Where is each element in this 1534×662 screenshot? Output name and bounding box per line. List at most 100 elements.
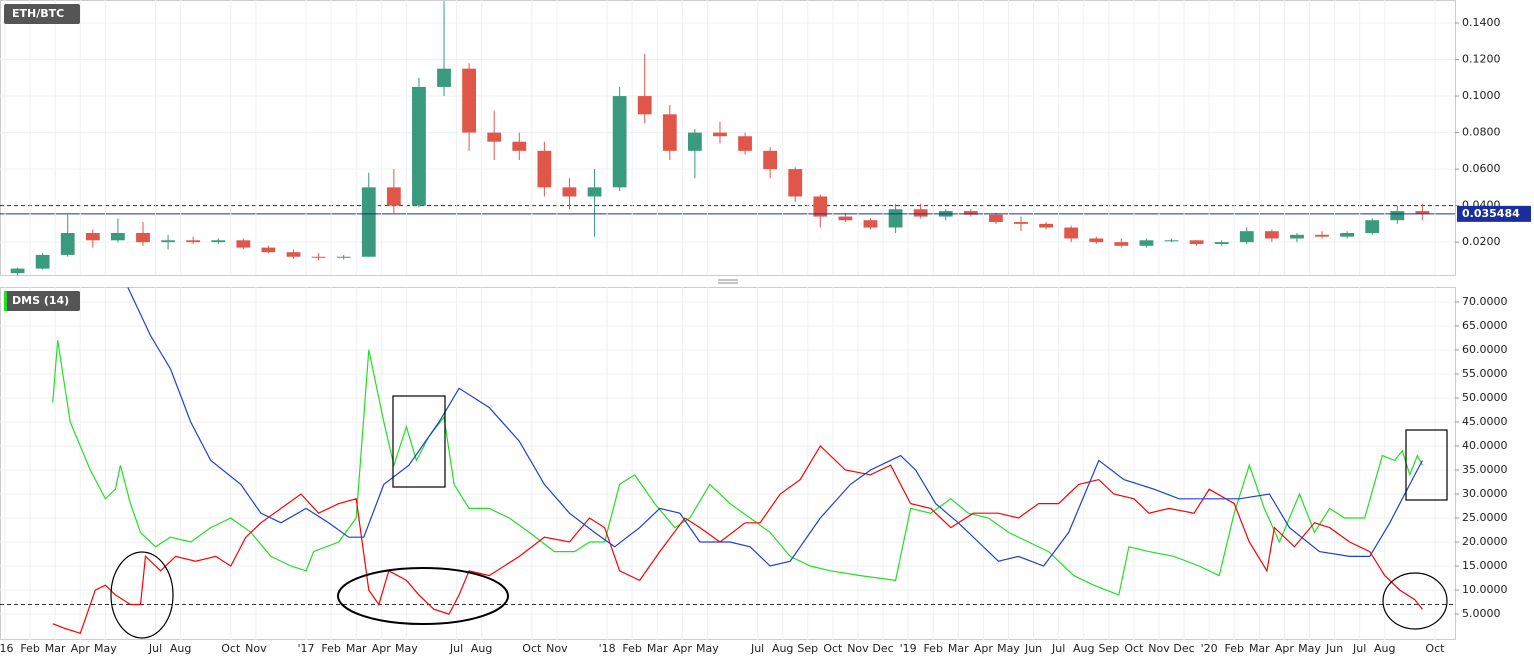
x-tick-label: Nov [1148, 642, 1170, 655]
candle-body [913, 209, 928, 217]
candle-body [1340, 233, 1355, 237]
x-tick-label: Dec [872, 642, 893, 655]
y-tick-label: 45.0000 [1462, 415, 1508, 428]
x-tick-label: Jul [750, 642, 764, 655]
candle-body [462, 68, 477, 133]
candle-body [161, 240, 175, 243]
x-tick-label: Jul [1352, 642, 1366, 655]
candle-body [1415, 211, 1430, 214]
candle-body [211, 240, 226, 243]
candle-body [1264, 231, 1279, 239]
y-tick-label: 20.0000 [1462, 535, 1508, 548]
x-tick-label: Nov [847, 642, 869, 655]
candle-body [1039, 223, 1053, 228]
x-tick-label: Aug [170, 642, 191, 655]
y-tick-label: 30.0000 [1462, 487, 1508, 500]
candle-body [888, 209, 903, 228]
y-tick-label: 10.0000 [1462, 583, 1508, 596]
y-tick-label: 5.0000 [1462, 607, 1501, 620]
dms-line [52, 445, 1423, 635]
x-tick-label: Apr [673, 642, 693, 655]
x-tick-label: Mar [948, 642, 969, 655]
y-tick-label: 0.1400 [1462, 16, 1501, 29]
y-tick-label: 55.0000 [1462, 367, 1508, 380]
candle-body [1365, 220, 1380, 234]
y-tick-label: 15.0000 [1462, 559, 1508, 572]
candle-body [813, 196, 828, 217]
candle-body [587, 187, 602, 197]
y-tick-label: 70.0000 [1462, 295, 1508, 308]
annotation-ellipse [337, 567, 509, 625]
symbol-tag [4, 4, 80, 24]
x-tick-label: Oct [221, 642, 241, 655]
candle-body [713, 132, 727, 137]
x-tick-label: May [94, 642, 117, 655]
x-tick-label: Nov [546, 642, 568, 655]
x-tick-label: '20 [1201, 642, 1218, 655]
candle-body [1390, 211, 1405, 221]
x-tick-label: Oct [823, 642, 843, 655]
x-tick-label: '18 [599, 642, 616, 655]
x-tick-label: Apr [372, 642, 392, 655]
candle-body [311, 256, 326, 258]
candle-body [412, 86, 426, 206]
candle-body [336, 256, 351, 258]
y-tick-label: 60.0000 [1462, 343, 1508, 356]
y-tick-label: 50.0000 [1462, 391, 1508, 404]
indicator-tag [4, 291, 80, 311]
x-tick-label: Mar [45, 642, 66, 655]
x-tick-label: Jun [1024, 642, 1042, 655]
candle-body [487, 132, 502, 142]
candle-body [10, 268, 25, 274]
candle-body [763, 150, 778, 170]
y-tick-label: 40.0000 [1462, 439, 1508, 452]
y-tick-label: 65.0000 [1462, 319, 1508, 332]
x-tick-label: Feb [20, 642, 39, 655]
candle-body [1189, 240, 1204, 244]
x-tick-label: May [696, 642, 719, 655]
candle-body [963, 211, 978, 215]
indicator-label: DMS (14) [12, 294, 69, 307]
candle-body [612, 96, 627, 188]
candle-body [788, 169, 803, 197]
dms-line [52, 340, 1423, 596]
last-price-tag [1457, 205, 1531, 222]
candle-body [838, 216, 853, 221]
x-tick-label: Jun [1325, 642, 1343, 655]
candle-body [1164, 240, 1179, 242]
y-tick-label: 0.0800 [1462, 126, 1501, 139]
candle-body [361, 187, 376, 257]
candle-body [512, 141, 527, 151]
x-tick-label: Sep [1098, 642, 1119, 655]
y-tick-label: 0.0600 [1462, 162, 1501, 175]
candle-body [1214, 242, 1229, 244]
candle-body [562, 187, 577, 197]
x-tick-label: Mar [346, 642, 367, 655]
candle-body [863, 220, 878, 228]
x-tick-label: Aug [1073, 642, 1094, 655]
candle-body [1114, 242, 1129, 246]
candle-body [1089, 238, 1104, 243]
candle-body [738, 136, 752, 151]
candle-body [85, 233, 100, 241]
annotation-circle [110, 551, 174, 639]
x-tick-label: May [395, 642, 418, 655]
x-tick-label: Dec [1173, 642, 1194, 655]
candle-body [1290, 234, 1304, 239]
candle-body [136, 233, 150, 243]
x-tick-label: Oct [1425, 642, 1445, 655]
last-price-label: 0.035484 [1462, 207, 1520, 220]
candle-body [1315, 234, 1329, 237]
x-tick-label: Oct [522, 642, 542, 655]
dms-line [127, 287, 1423, 567]
candle-body [236, 240, 251, 248]
x-tick-label: Nov [245, 642, 267, 655]
candle-body [111, 233, 125, 241]
x-tick-label: '16 [0, 642, 14, 655]
candle-body [286, 252, 301, 257]
x-tick-label: Aug [772, 642, 793, 655]
x-tick-label: May [1298, 642, 1321, 655]
candle-body [437, 68, 451, 87]
candle-body [60, 233, 75, 255]
